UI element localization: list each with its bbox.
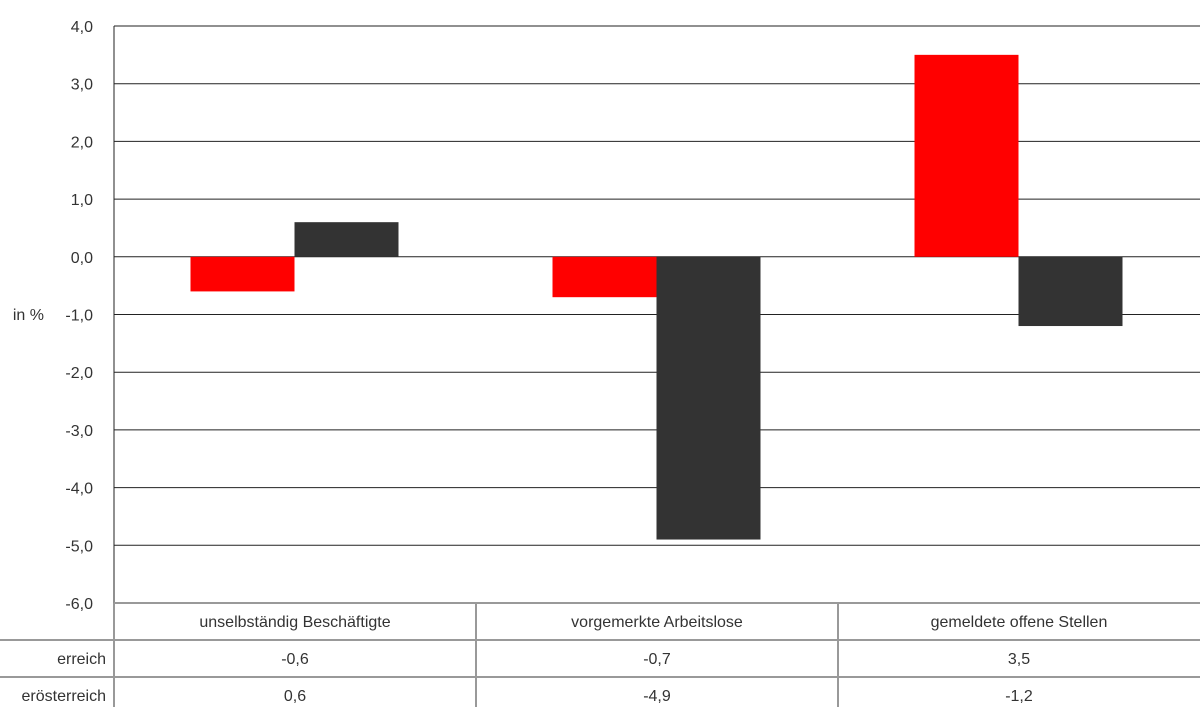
bar-series2 [656, 256, 761, 540]
bar-series2 [294, 222, 399, 257]
data-label: 3,5 [1008, 651, 1030, 668]
y-tick-label: 0,0 [71, 250, 93, 267]
series-name: erreich [57, 651, 106, 668]
y-tick-label: 4,0 [71, 19, 93, 36]
y-axis-label: in % [13, 307, 44, 324]
y-tick-labels: 4,0 3,0 2,0 1,0 0,0 -1,0 -2,0 -3,0 -4,0 -5,0 -6,0 [65, 19, 93, 613]
bar-series2 [1018, 256, 1123, 327]
category-label: unselbständig Beschäftigte [199, 614, 390, 631]
data-label: -0,7 [643, 651, 671, 668]
y-tick-label: -2,0 [65, 365, 93, 382]
y-tick-label: 2,0 [71, 134, 93, 151]
data-label: -0,6 [281, 651, 309, 668]
bar-series1 [914, 54, 1019, 257]
data-label: -1,2 [1005, 688, 1033, 705]
data-label: -4,9 [643, 688, 671, 705]
y-tick-label: 3,0 [71, 77, 93, 94]
y-tick-label: -3,0 [65, 423, 93, 440]
bars [190, 54, 1123, 540]
series-name: erösterreich [22, 688, 106, 705]
y-tick-label: -4,0 [65, 481, 93, 498]
data-label: 0,6 [284, 688, 306, 705]
bar-series1 [190, 256, 295, 292]
y-tick-label: -1,0 [65, 308, 93, 325]
data-table: unselbständig Beschäftigte vorgemerkte Ar… [0, 602, 1200, 707]
y-tick-label: 1,0 [71, 192, 93, 209]
category-label: vorgemerkte Arbeitslose [571, 614, 743, 631]
category-label: gemeldete offene Stellen [931, 614, 1108, 631]
y-tick-label: -6,0 [65, 596, 93, 613]
bar-series1 [552, 256, 657, 298]
y-tick-label: -5,0 [65, 538, 93, 555]
